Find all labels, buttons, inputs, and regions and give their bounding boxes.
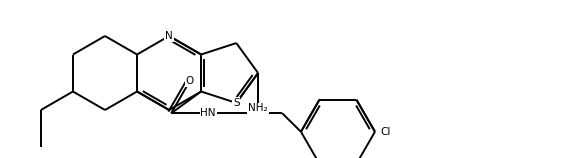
Text: HN: HN <box>200 108 216 118</box>
Text: N: N <box>165 31 173 41</box>
Text: O: O <box>186 76 194 86</box>
Text: Cl: Cl <box>380 127 390 137</box>
Text: S: S <box>233 98 240 108</box>
Text: NH₂: NH₂ <box>248 103 268 113</box>
